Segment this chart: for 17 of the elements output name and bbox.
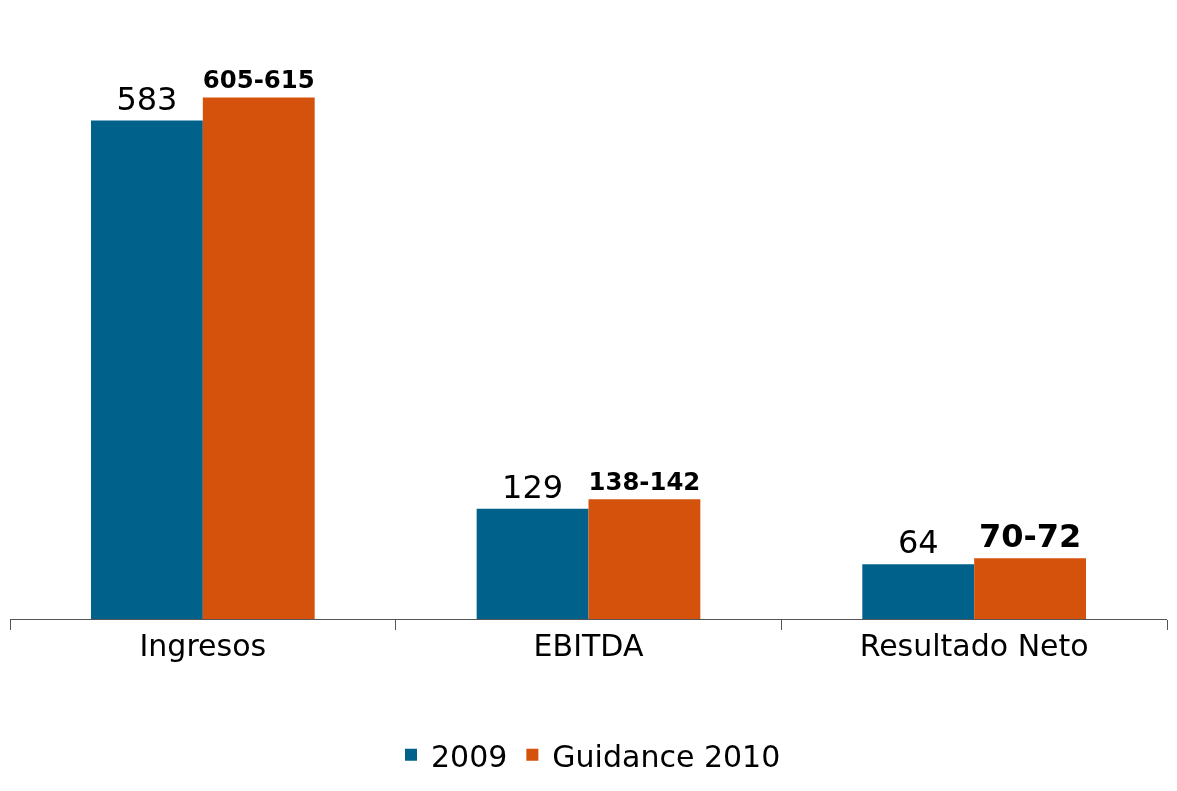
bar — [974, 558, 1087, 619]
bar — [202, 97, 315, 619]
x-tick-label: Resultado Neto — [859, 628, 1089, 663]
data-label: 138-142 — [588, 467, 701, 497]
data-label: 583 — [116, 79, 178, 118]
bar — [588, 499, 701, 619]
data-label: 605-615 — [202, 65, 315, 95]
x-tick-label: Ingresos — [139, 628, 267, 663]
x-tick-label: EBITDA — [533, 628, 644, 663]
data-label: 129 — [502, 467, 564, 506]
legend-label: Guidance 2010 — [552, 738, 781, 774]
data-label: 70-72 — [978, 517, 1082, 556]
bar — [862, 564, 975, 619]
legend-label: 2009 — [431, 738, 508, 774]
bar — [90, 120, 203, 619]
bar — [476, 508, 589, 619]
data-label: 64 — [897, 523, 939, 562]
